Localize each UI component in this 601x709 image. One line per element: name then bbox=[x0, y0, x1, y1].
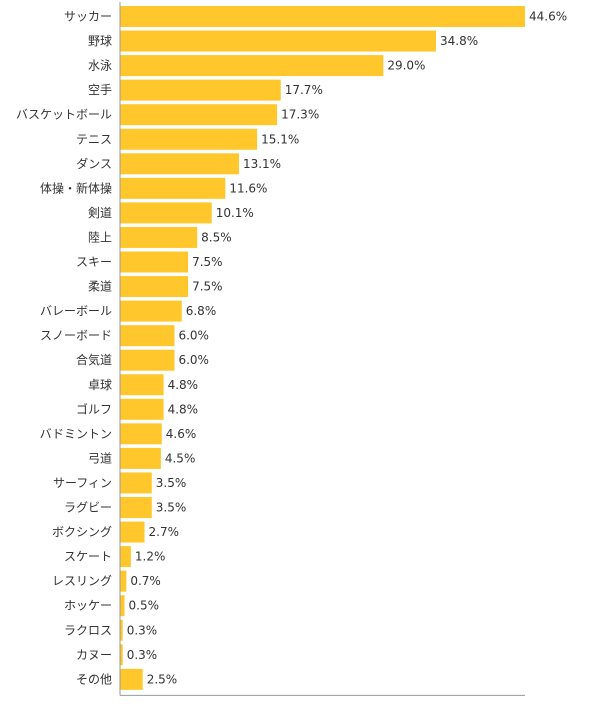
value-label: 4.6% bbox=[166, 427, 197, 441]
bar bbox=[120, 79, 281, 101]
bar bbox=[120, 276, 189, 298]
bar bbox=[120, 349, 175, 371]
value-labels: 44.6% 34.8% 29.0% 17.7% 17.3% 15.1% 13.1% 11.6%… bbox=[127, 10, 567, 687]
value-label: 10.1% bbox=[216, 206, 254, 220]
category-label: スキー bbox=[76, 255, 112, 269]
category-label: テニス bbox=[76, 132, 112, 146]
value-label: 29.0% bbox=[387, 59, 425, 73]
category-label: スノーボード bbox=[40, 329, 112, 343]
bar bbox=[120, 595, 125, 617]
value-label: 11.6% bbox=[229, 181, 267, 195]
value-label: 17.3% bbox=[281, 108, 319, 122]
value-label: 17.7% bbox=[285, 83, 323, 97]
category-label: その他 bbox=[76, 672, 112, 686]
value-label: 6.0% bbox=[178, 329, 209, 343]
bar bbox=[120, 668, 143, 690]
category-label: バレーボール bbox=[40, 304, 112, 318]
category-label: 弓道 bbox=[88, 451, 112, 465]
category-label: 野球 bbox=[88, 34, 112, 48]
category-label: ホッケー bbox=[64, 599, 112, 613]
category-label: 体操・新体操 bbox=[40, 180, 112, 195]
value-label: 4.5% bbox=[165, 451, 196, 465]
value-label: 0.3% bbox=[127, 648, 158, 662]
bar bbox=[120, 226, 198, 248]
bar bbox=[120, 30, 437, 52]
bar bbox=[120, 104, 278, 126]
category-label: 柔道 bbox=[88, 280, 112, 294]
value-label: 1.2% bbox=[135, 550, 166, 564]
category-label: ゴルフ bbox=[76, 401, 112, 416]
value-label: 4.8% bbox=[168, 402, 199, 416]
value-label: 3.5% bbox=[156, 476, 187, 490]
category-label: バスケットボール bbox=[16, 108, 112, 122]
value-label: 44.6% bbox=[529, 10, 567, 24]
category-label: ダンス bbox=[76, 156, 112, 171]
bar bbox=[120, 644, 123, 666]
bar bbox=[120, 521, 145, 543]
value-label: 0.5% bbox=[129, 599, 160, 613]
bar bbox=[120, 6, 525, 27]
category-label: ラグビー bbox=[64, 501, 112, 515]
bar bbox=[120, 619, 123, 641]
category-label: バドミントン bbox=[40, 427, 112, 441]
bar bbox=[120, 177, 226, 199]
category-label: 剣道 bbox=[88, 206, 112, 220]
category-label: 陸上 bbox=[88, 230, 112, 244]
value-label: 15.1% bbox=[261, 132, 299, 146]
bars-group bbox=[120, 6, 525, 690]
category-label: サッカー bbox=[64, 10, 112, 24]
bar bbox=[120, 153, 239, 175]
value-label: 0.3% bbox=[127, 623, 158, 637]
value-label: 6.8% bbox=[186, 304, 217, 318]
bar bbox=[120, 202, 212, 224]
category-label: ラクロス bbox=[64, 623, 112, 637]
category-label: レスリング bbox=[52, 574, 112, 588]
category-label: 空手 bbox=[88, 83, 112, 97]
category-label: スケート bbox=[64, 550, 112, 564]
category-label: 水泳 bbox=[88, 59, 112, 73]
value-label: 13.1% bbox=[243, 157, 281, 171]
value-label: 0.7% bbox=[130, 574, 161, 588]
bar bbox=[120, 447, 161, 469]
category-labels: サッカー野球水泳空手バスケットボールテニスダンス体操・新体操剣道陸上スキー柔道バ… bbox=[16, 10, 112, 687]
value-label: 7.5% bbox=[192, 255, 223, 269]
bar bbox=[120, 423, 162, 445]
bar bbox=[120, 251, 189, 273]
value-label: 7.5% bbox=[192, 280, 223, 294]
bar bbox=[120, 546, 131, 568]
bar bbox=[120, 398, 164, 420]
value-label: 2.5% bbox=[147, 672, 178, 686]
bar bbox=[120, 325, 175, 347]
bar bbox=[120, 374, 164, 396]
category-label: カヌー bbox=[76, 648, 112, 662]
value-label: 4.8% bbox=[168, 378, 199, 392]
bar bbox=[120, 55, 384, 77]
category-label: ボクシング bbox=[52, 525, 112, 539]
bar bbox=[120, 497, 152, 518]
bar bbox=[120, 300, 182, 322]
bar bbox=[120, 472, 152, 494]
value-label: 6.0% bbox=[178, 353, 209, 367]
bar bbox=[120, 570, 127, 592]
value-label: 2.7% bbox=[149, 525, 180, 539]
category-label: 合気道 bbox=[76, 352, 112, 367]
value-label: 8.5% bbox=[201, 230, 232, 244]
category-label: サーフィン bbox=[53, 476, 112, 490]
value-label: 3.5% bbox=[156, 501, 187, 515]
category-label: 卓球 bbox=[88, 378, 112, 392]
value-label: 34.8% bbox=[440, 34, 478, 48]
bar bbox=[120, 128, 258, 150]
